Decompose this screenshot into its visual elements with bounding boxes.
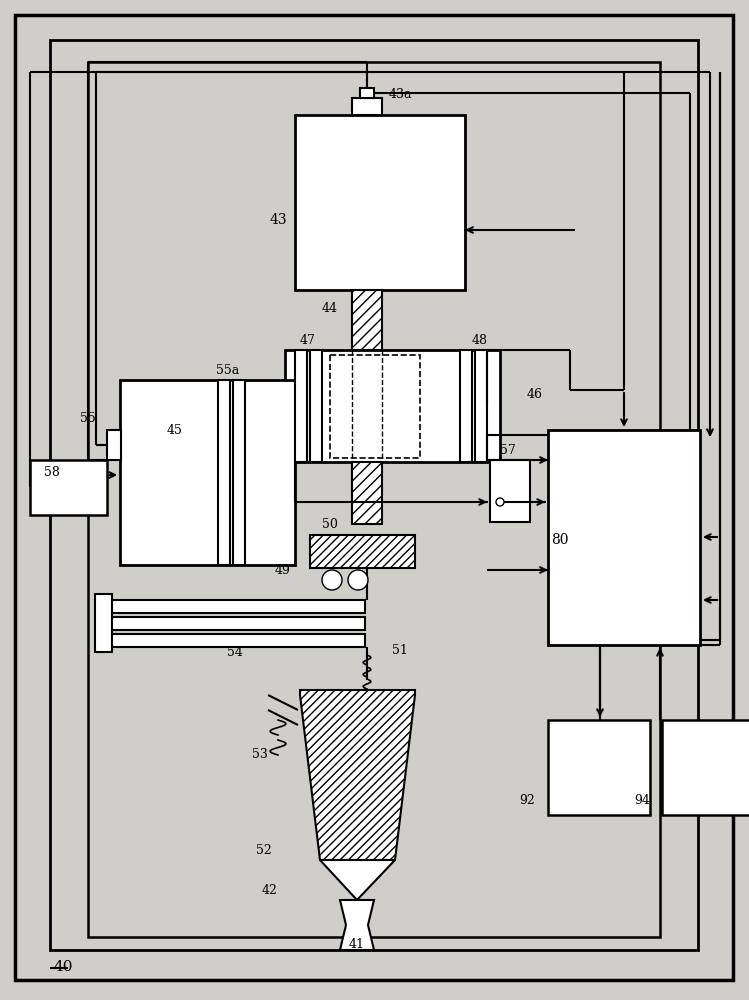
Text: 49: 49 <box>275 564 291 576</box>
Bar <box>95 594 112 652</box>
Bar <box>360 88 374 98</box>
Bar <box>352 290 382 350</box>
Bar <box>50 40 698 950</box>
Polygon shape <box>320 860 395 900</box>
Bar <box>110 617 365 630</box>
Bar <box>110 634 365 647</box>
Bar <box>352 462 382 524</box>
Bar <box>330 355 420 458</box>
Text: 54: 54 <box>227 646 243 658</box>
Text: 57: 57 <box>500 444 516 456</box>
Text: 55a: 55a <box>216 363 240 376</box>
Bar <box>310 350 322 462</box>
Bar <box>460 350 472 462</box>
Text: 45: 45 <box>167 424 183 436</box>
Bar <box>295 115 465 290</box>
Bar <box>107 430 121 460</box>
Bar <box>218 380 230 565</box>
Polygon shape <box>340 900 374 950</box>
Text: 40: 40 <box>53 960 73 974</box>
Text: 58: 58 <box>44 466 60 479</box>
Bar <box>310 535 415 568</box>
Text: 41: 41 <box>349 938 365 952</box>
Text: 94: 94 <box>634 794 650 806</box>
Text: 92: 92 <box>519 794 535 806</box>
Bar <box>285 350 500 462</box>
Text: 42: 42 <box>262 884 278 896</box>
Bar <box>110 600 365 613</box>
Polygon shape <box>300 690 415 860</box>
Circle shape <box>322 570 342 590</box>
Bar <box>490 460 530 522</box>
Text: 48: 48 <box>472 334 488 347</box>
Text: 46: 46 <box>527 388 543 401</box>
Text: 53: 53 <box>252 748 268 762</box>
Text: 52: 52 <box>256 844 272 856</box>
Text: 43: 43 <box>269 213 287 227</box>
Bar <box>88 62 660 937</box>
Bar <box>233 380 245 565</box>
Bar <box>475 350 487 462</box>
Text: 51: 51 <box>392 644 408 656</box>
Bar <box>548 720 650 815</box>
Text: 43a: 43a <box>388 89 412 102</box>
Text: 55: 55 <box>80 412 96 424</box>
Circle shape <box>496 498 504 506</box>
Bar <box>295 350 307 462</box>
Text: 80: 80 <box>551 533 568 547</box>
Bar <box>30 460 107 515</box>
Text: 47: 47 <box>300 334 316 347</box>
Bar <box>120 380 295 565</box>
Bar <box>548 430 700 645</box>
Bar <box>352 98 382 115</box>
Text: 44: 44 <box>322 302 338 314</box>
Circle shape <box>348 570 368 590</box>
Bar <box>662 720 749 815</box>
Text: 50: 50 <box>322 518 338 532</box>
